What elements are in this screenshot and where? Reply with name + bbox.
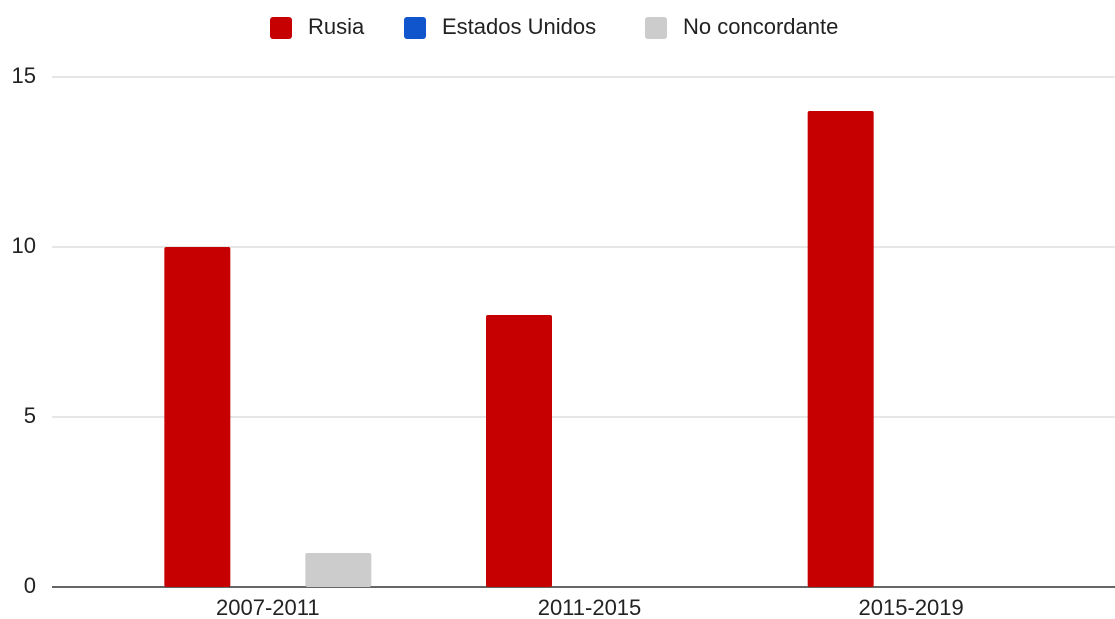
x-tick-label: 2015-2019 — [859, 595, 964, 619]
legend-swatch — [404, 17, 426, 39]
x-tick-label: 2007-2011 — [216, 595, 320, 619]
legend-label: Estados Unidos — [442, 14, 596, 39]
y-tick-label: 10 — [12, 233, 36, 258]
x-tick-label: 2011-2015 — [538, 595, 642, 619]
y-tick-label: 0 — [24, 573, 36, 598]
legend-swatch — [645, 17, 667, 39]
bar — [305, 553, 372, 587]
bar — [486, 315, 552, 587]
legend-label: Rusia — [308, 14, 365, 39]
bar — [807, 111, 874, 587]
y-tick-label: 5 — [24, 403, 36, 428]
legend-label: No concordante — [683, 14, 838, 39]
bar — [164, 247, 231, 587]
legend-swatch — [270, 17, 292, 39]
y-tick-label: 15 — [12, 63, 36, 88]
